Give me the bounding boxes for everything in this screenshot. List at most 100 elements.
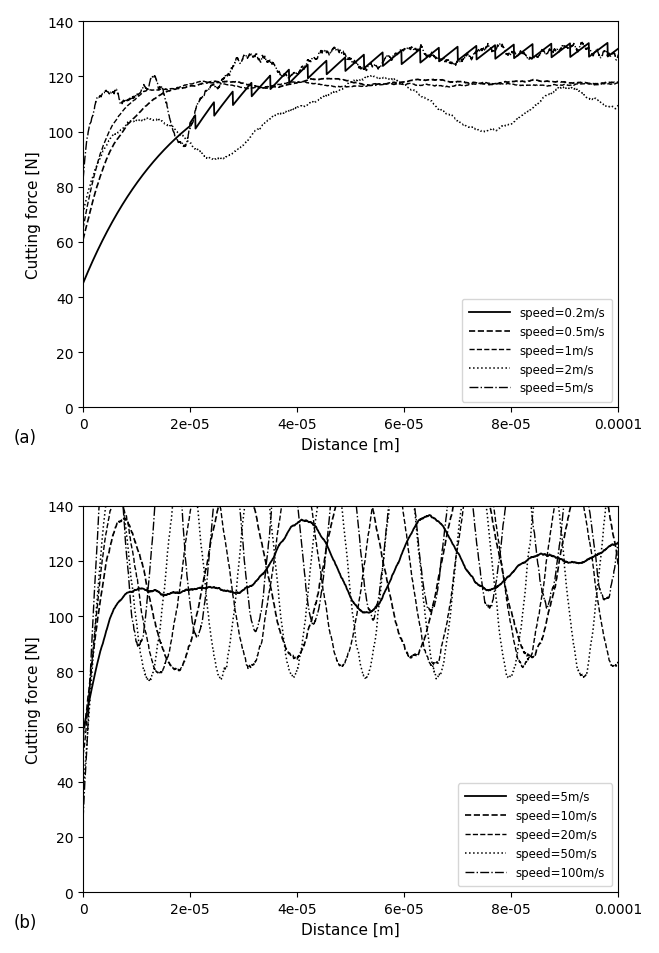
speed=50m/s — [102, 500, 110, 512]
speed=0.2m/s — [598, 42, 606, 53]
speed=0.5m/s — [501, 77, 509, 89]
speed=100m/s — [326, 513, 333, 524]
speed=5m/s — [501, 575, 509, 586]
speed=10m/s — [215, 500, 223, 512]
X-axis label: Distance [m]: Distance [m] — [301, 437, 400, 453]
speed=10m/s — [326, 528, 333, 539]
speed=0.5m/s — [339, 75, 347, 87]
Line: speed=2m/s: speed=2m/s — [83, 76, 618, 214]
speed=0.5m/s — [106, 146, 114, 157]
speed=1m/s — [199, 76, 207, 88]
speed=0.5m/s — [79, 234, 87, 246]
speed=50m/s — [599, 534, 607, 545]
speed=20m/s — [599, 624, 607, 636]
speed=20m/s — [599, 625, 607, 637]
X-axis label: Distance [m]: Distance [m] — [301, 922, 400, 937]
speed=100m/s — [107, 500, 115, 512]
speed=100m/s — [599, 591, 607, 602]
speed=10m/s — [614, 559, 622, 571]
speed=0.5m/s — [599, 78, 607, 90]
speed=1m/s — [326, 81, 333, 92]
speed=0.2m/s — [614, 44, 622, 55]
speed=0.2m/s — [500, 47, 508, 58]
speed=20m/s — [108, 500, 116, 512]
Line: speed=1m/s: speed=1m/s — [83, 82, 618, 230]
speed=5m/s — [579, 37, 587, 49]
speed=20m/s — [326, 625, 333, 637]
speed=0.5m/s — [322, 73, 330, 85]
speed=1m/s — [599, 79, 607, 91]
speed=20m/s — [106, 505, 114, 517]
speed=1m/s — [339, 81, 347, 92]
speed=100m/s — [339, 500, 347, 512]
speed=10m/s — [339, 500, 347, 512]
Line: speed=5m/s: speed=5m/s — [83, 516, 618, 732]
speed=100m/s — [501, 507, 509, 518]
speed=10m/s — [599, 500, 607, 512]
speed=2m/s — [79, 209, 87, 220]
speed=20m/s — [339, 659, 347, 670]
speed=0.2m/s — [79, 278, 87, 290]
speed=5m/s — [599, 547, 607, 558]
speed=2m/s — [614, 100, 622, 112]
Text: (a): (a) — [13, 429, 36, 447]
speed=2m/s — [106, 133, 114, 145]
speed=5m/s — [106, 88, 114, 99]
Y-axis label: Cutting force [N]: Cutting force [N] — [26, 152, 42, 279]
speed=100m/s — [599, 593, 607, 604]
speed=20m/s — [614, 657, 622, 668]
speed=0.2m/s — [599, 42, 607, 53]
speed=5m/s — [599, 50, 607, 61]
speed=50m/s — [107, 500, 115, 512]
Line: speed=0.5m/s: speed=0.5m/s — [83, 79, 618, 240]
Legend: speed=5m/s, speed=10m/s, speed=20m/s, speed=50m/s, speed=100m/s: speed=5m/s, speed=10m/s, speed=20m/s, sp… — [458, 783, 612, 886]
Line: speed=0.2m/s: speed=0.2m/s — [83, 44, 618, 284]
speed=0.5m/s — [599, 78, 607, 90]
speed=5m/s — [79, 726, 87, 738]
speed=10m/s — [79, 731, 87, 742]
speed=50m/s — [326, 500, 333, 512]
speed=50m/s — [79, 788, 87, 800]
speed=1m/s — [614, 77, 622, 89]
speed=5m/s — [339, 576, 347, 587]
Y-axis label: Cutting force [N]: Cutting force [N] — [26, 636, 42, 763]
Text: (b): (b) — [13, 913, 37, 931]
speed=1m/s — [501, 79, 509, 91]
Line: speed=100m/s: speed=100m/s — [83, 506, 618, 820]
speed=20m/s — [79, 749, 87, 760]
speed=2m/s — [364, 71, 372, 82]
Legend: speed=0.2m/s, speed=0.5m/s, speed=1m/s, speed=2m/s, speed=5m/s: speed=0.2m/s, speed=0.5m/s, speed=1m/s, … — [461, 299, 612, 402]
speed=1m/s — [106, 125, 114, 136]
speed=2m/s — [599, 99, 607, 111]
Line: speed=5m/s: speed=5m/s — [83, 43, 618, 180]
speed=5m/s — [325, 50, 333, 61]
speed=5m/s — [106, 612, 114, 623]
speed=5m/s — [339, 47, 347, 58]
speed=2m/s — [325, 91, 333, 102]
speed=10m/s — [501, 578, 509, 589]
speed=2m/s — [501, 121, 509, 132]
speed=5m/s — [614, 50, 622, 61]
speed=50m/s — [614, 500, 622, 512]
Line: speed=50m/s: speed=50m/s — [83, 506, 618, 794]
speed=50m/s — [501, 659, 509, 670]
speed=100m/s — [95, 500, 103, 512]
speed=20m/s — [501, 579, 509, 591]
speed=0.5m/s — [614, 77, 622, 89]
speed=5m/s — [500, 44, 508, 55]
speed=2m/s — [599, 99, 607, 111]
speed=5m/s — [79, 174, 87, 186]
speed=1m/s — [599, 79, 607, 91]
speed=0.2m/s — [325, 68, 333, 79]
speed=1m/s — [79, 224, 87, 235]
speed=50m/s — [339, 518, 347, 530]
speed=100m/s — [614, 537, 622, 548]
speed=5m/s — [599, 48, 607, 59]
speed=2m/s — [339, 84, 347, 95]
speed=0.2m/s — [339, 54, 347, 66]
speed=100m/s — [79, 814, 87, 825]
Line: speed=20m/s: speed=20m/s — [83, 506, 618, 755]
speed=5m/s — [325, 545, 333, 557]
speed=5m/s — [599, 546, 607, 558]
speed=0.5m/s — [326, 73, 333, 85]
